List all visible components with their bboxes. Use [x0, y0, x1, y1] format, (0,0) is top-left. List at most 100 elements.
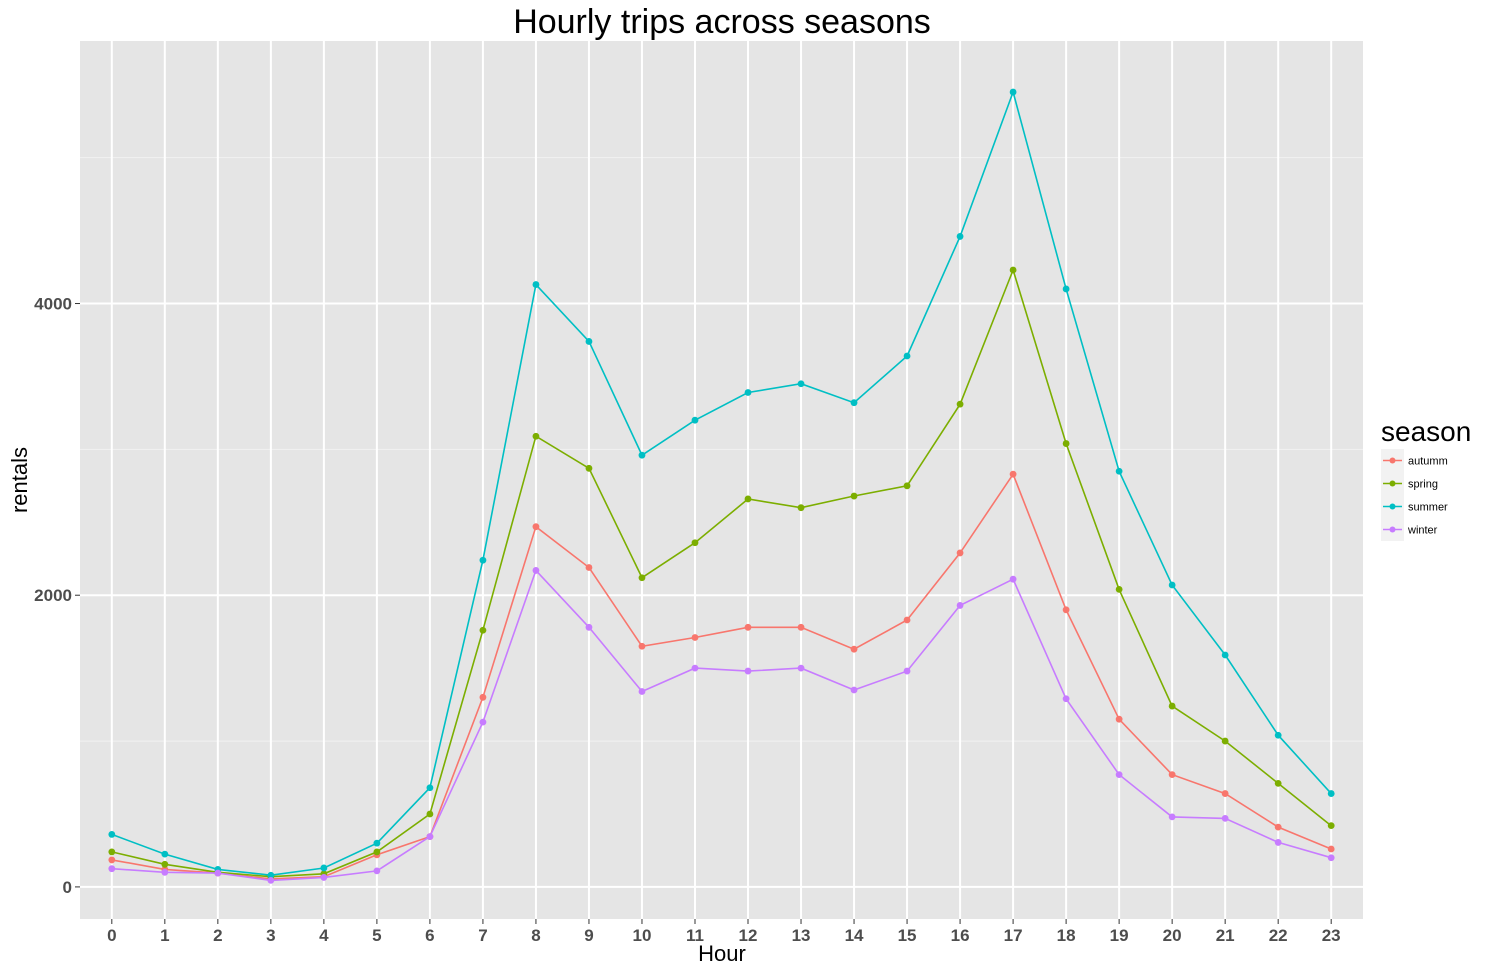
- data-point-spring-11: [691, 539, 699, 547]
- x-tick-label: 13: [792, 926, 811, 945]
- y-axis: 0 2000 4000: [34, 295, 80, 897]
- series-line-autumm: [111, 472, 1332, 880]
- chart-title: Hourly trips across seasons: [513, 3, 931, 41]
- data-point-autumm-14: [850, 645, 858, 653]
- data-point-winter-5: [373, 867, 381, 875]
- x-tick-label: 3: [266, 926, 275, 945]
- data-point-summer-15: [903, 352, 911, 360]
- data-point-autumm-10: [638, 642, 646, 650]
- data-point-winter-21: [1221, 814, 1229, 822]
- data-point-summer-13: [797, 380, 805, 388]
- legend-label-summer: summer: [1408, 502, 1448, 514]
- data-point-winter-23: [1327, 854, 1335, 862]
- data-point-spring-9: [585, 464, 593, 472]
- data-point-winter-7: [479, 718, 487, 726]
- x-tick-label: 5: [372, 926, 381, 945]
- data-point-summer-11: [691, 416, 699, 424]
- data-point-summer-9: [585, 338, 593, 345]
- plot-panel: [80, 41, 1363, 919]
- data-point-spring-15: [903, 482, 911, 490]
- x-tick-label: 11: [686, 926, 704, 945]
- data-point-autumm-21: [1221, 790, 1229, 797]
- x-tick-label: 0: [107, 926, 116, 945]
- data-point-spring-0: [108, 848, 116, 856]
- data-point-summer-16: [956, 233, 964, 240]
- x-tick-label: 9: [584, 926, 593, 945]
- legend-key-point-winter: [1389, 526, 1396, 533]
- data-point-winter-18: [1062, 695, 1070, 703]
- data-point-spring-14: [850, 492, 858, 500]
- x-tick-label: 20: [1163, 926, 1182, 945]
- data-point-spring-22: [1274, 779, 1282, 787]
- x-tick-label: 21: [1216, 926, 1235, 945]
- legend-key-point-autumm: [1389, 457, 1396, 464]
- data-point-spring-10: [638, 574, 646, 582]
- legend-label-autumm: autumm: [1408, 456, 1448, 468]
- series-line-winter: [111, 568, 1332, 882]
- data-point-autumm-19: [1115, 715, 1123, 723]
- x-tick-label: 10: [633, 926, 652, 945]
- y-tick-label: 2000: [34, 586, 72, 605]
- data-point-summer-5: [373, 839, 381, 847]
- data-point-autumm-11: [691, 634, 699, 641]
- data-point-summer-3: [267, 871, 275, 879]
- data-point-autumm-13: [797, 623, 805, 631]
- major-gridlines: [80, 41, 1363, 919]
- data-point-winter-4: [320, 874, 328, 881]
- x-tick-label: 2: [213, 926, 222, 945]
- data-point-summer-7: [479, 556, 487, 564]
- legend-label-winter: winter: [1407, 525, 1438, 537]
- series-line-summer: [111, 89, 1332, 877]
- x-tick-label: 1: [160, 926, 169, 945]
- data-point-spring-6: [426, 810, 434, 818]
- data-point-winter-11: [691, 664, 699, 672]
- data-point-summer-17: [1009, 88, 1017, 96]
- data-point-summer-0: [108, 831, 116, 838]
- legend-item-autumm: autumm: [1381, 449, 1448, 472]
- data-point-summer-19: [1115, 467, 1123, 475]
- data-point-winter-1: [161, 868, 169, 876]
- legend-item-spring: spring: [1381, 472, 1438, 495]
- series-summer: [108, 88, 1335, 879]
- data-point-spring-1: [161, 860, 169, 868]
- data-point-spring-21: [1221, 737, 1229, 745]
- data-point-summer-22: [1274, 731, 1282, 739]
- data-point-summer-21: [1221, 651, 1229, 659]
- series-line-spring: [111, 267, 1332, 878]
- data-point-winter-6: [426, 833, 434, 840]
- data-point-summer-18: [1062, 285, 1070, 293]
- legend-item-winter: winter: [1381, 518, 1438, 541]
- legend-label-spring: spring: [1408, 479, 1438, 491]
- legend: season autumm spring summer winter: [1381, 416, 1471, 541]
- data-point-spring-7: [479, 626, 487, 634]
- data-point-spring-12: [744, 495, 752, 503]
- series-layer: [108, 88, 1335, 884]
- data-point-winter-2: [214, 869, 222, 877]
- x-tick-label: 17: [1004, 926, 1023, 945]
- data-point-winter-12: [744, 667, 752, 675]
- x-tick-label: 23: [1322, 926, 1341, 945]
- x-tick-label: 6: [425, 926, 434, 945]
- data-point-autumm-12: [744, 623, 752, 631]
- data-point-spring-13: [797, 504, 805, 512]
- data-point-winter-16: [956, 602, 964, 609]
- x-tick-label: 19: [1110, 926, 1129, 945]
- data-point-spring-5: [373, 848, 381, 856]
- data-point-summer-23: [1327, 790, 1335, 797]
- data-point-spring-20: [1168, 702, 1176, 710]
- x-tick-label: 12: [739, 926, 758, 945]
- data-point-winter-20: [1168, 813, 1176, 821]
- x-tick-label: 14: [845, 926, 864, 945]
- y-axis-title: rentals: [7, 447, 32, 513]
- data-point-winter-14: [850, 686, 858, 694]
- x-tick-label: 15: [898, 926, 917, 945]
- series-winter: [108, 567, 1335, 884]
- data-point-spring-16: [956, 400, 964, 408]
- data-point-summer-6: [426, 784, 434, 792]
- x-tick-label: 7: [478, 926, 487, 945]
- legend-key-point-spring: [1389, 480, 1396, 487]
- data-point-spring-23: [1327, 822, 1335, 830]
- data-point-winter-3: [267, 876, 275, 884]
- series-spring: [108, 266, 1335, 881]
